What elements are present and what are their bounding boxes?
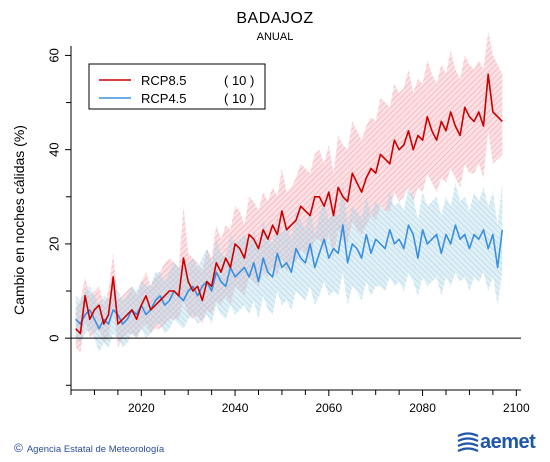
- series-line-rcp45: [75, 224, 504, 330]
- aemet-wordmark: aemet: [480, 431, 536, 453]
- y-tick-label: 0: [46, 335, 61, 342]
- y-tick-label: 60: [46, 48, 61, 62]
- x-axis-label: Año: [285, 431, 310, 432]
- chart-title: BADAJOZ: [236, 10, 314, 27]
- legend-label: RCP8.5: [141, 73, 187, 88]
- aemet-logo: aemet: [456, 431, 548, 456]
- x-tick-label: 2100: [503, 401, 530, 415]
- legend-count: ( 10 ): [224, 73, 254, 88]
- footer-credit: © Agencia Estatal de Meteorología: [14, 441, 164, 455]
- aemet-logo-icon: [457, 432, 479, 452]
- x-tick-label: 2040: [222, 401, 249, 415]
- legend-count: ( 10 ): [224, 91, 254, 106]
- series-lines: [75, 73, 504, 335]
- agency-name: Agencia Estatal de Meteorología: [26, 444, 165, 455]
- x-tick-label: 2080: [409, 401, 436, 415]
- y-tick-label: 20: [46, 237, 61, 251]
- y-tick-label: 40: [46, 142, 61, 156]
- x-tick-label: 2020: [128, 401, 155, 415]
- axes: 020406020202040206020802100AñoCambio en …: [11, 46, 530, 432]
- series-line-rcp85: [75, 73, 503, 335]
- copyright-icon: ©: [14, 441, 23, 455]
- legend-box: [88, 63, 266, 110]
- legend: RCP8.5 ( 10 ) RCP4.5 ( 10 ): [88, 63, 266, 110]
- y-axis-label: Cambio en noches cálidas (%): [11, 125, 27, 315]
- x-tick-label: 2060: [315, 401, 342, 415]
- chart-area: 020406020202040206020802100AñoCambio en …: [11, 31, 530, 432]
- legend-label: RCP4.5: [141, 91, 187, 106]
- chart-subtitle: ANUAL: [256, 31, 294, 43]
